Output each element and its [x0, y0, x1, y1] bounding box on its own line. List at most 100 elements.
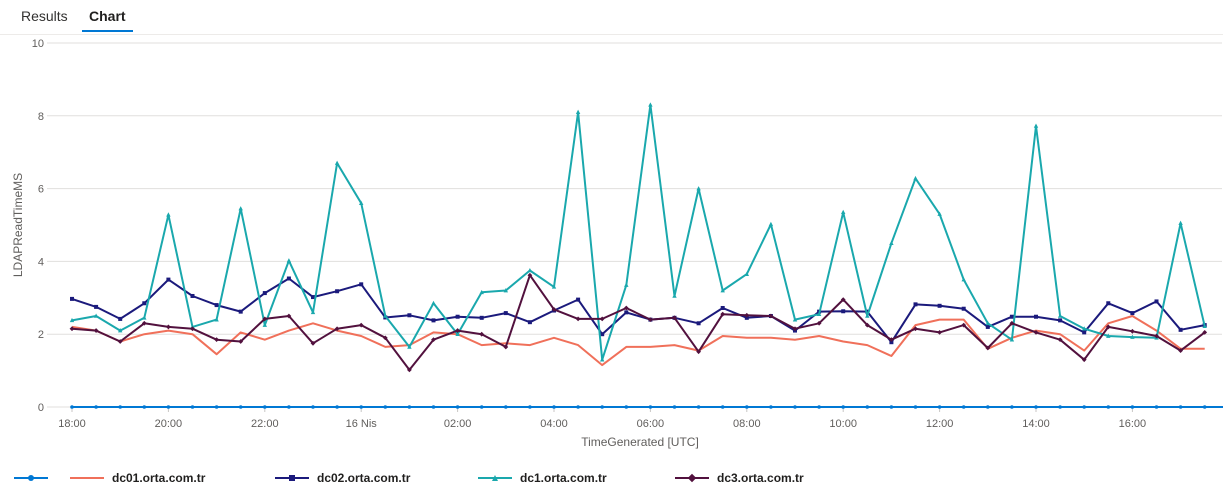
data-point[interactable]	[359, 405, 364, 409]
data-point[interactable]	[166, 212, 171, 217]
data-point[interactable]	[190, 326, 195, 332]
data-point[interactable]	[1106, 405, 1111, 409]
data-point[interactable]	[503, 288, 508, 293]
data-point[interactable]	[431, 318, 436, 323]
data-point[interactable]	[744, 271, 749, 276]
data-point[interactable]	[672, 405, 677, 409]
data-point[interactable]	[310, 309, 316, 315]
data-point[interactable]	[382, 335, 388, 341]
data-point[interactable]	[1082, 405, 1086, 409]
data-point[interactable]	[214, 317, 219, 322]
data-point[interactable]	[359, 282, 364, 287]
data-point[interactable]	[961, 277, 966, 282]
data-point[interactable]	[214, 303, 219, 308]
data-point[interactable]	[1009, 320, 1015, 326]
data-point[interactable]	[1057, 313, 1063, 318]
data-point[interactable]	[889, 340, 894, 345]
data-point[interactable]	[310, 340, 316, 346]
data-point[interactable]	[985, 345, 991, 351]
data-point[interactable]	[311, 405, 315, 409]
data-point[interactable]	[1106, 301, 1111, 306]
data-point[interactable]	[889, 337, 894, 343]
data-point[interactable]	[624, 310, 629, 315]
data-point[interactable]	[551, 307, 557, 312]
data-point[interactable]	[238, 206, 243, 211]
data-point[interactable]	[913, 175, 918, 181]
legend-item-4[interactable]: dc1.orta.com.tr	[478, 468, 607, 488]
data-point[interactable]	[527, 272, 533, 278]
data-point[interactable]	[937, 211, 942, 216]
data-point[interactable]	[1009, 314, 1014, 319]
data-point[interactable]	[1154, 405, 1159, 409]
data-point[interactable]	[1057, 337, 1063, 343]
data-point[interactable]	[286, 258, 292, 263]
data-point[interactable]	[286, 313, 292, 319]
data-point[interactable]	[599, 316, 605, 322]
data-point[interactable]	[238, 405, 243, 409]
data-point[interactable]	[793, 405, 797, 409]
data-point[interactable]	[624, 405, 629, 409]
data-point[interactable]	[600, 332, 605, 337]
data-point[interactable]	[961, 306, 966, 311]
data-point[interactable]	[889, 240, 894, 245]
data-point[interactable]	[141, 320, 147, 326]
data-point[interactable]	[455, 328, 460, 333]
data-point[interactable]	[720, 305, 725, 310]
data-point[interactable]	[1058, 405, 1062, 409]
data-point[interactable]	[937, 329, 942, 335]
data-point[interactable]	[889, 405, 894, 409]
series-line[interactable]	[71, 315, 1205, 367]
data-point[interactable]	[262, 316, 268, 322]
data-point[interactable]	[407, 344, 412, 349]
data-point[interactable]	[286, 276, 291, 281]
data-point[interactable]	[985, 320, 990, 326]
data-point[interactable]	[455, 405, 460, 409]
data-point[interactable]	[720, 405, 725, 409]
data-point[interactable]	[70, 405, 74, 409]
data-point[interactable]	[431, 405, 436, 409]
data-point[interactable]	[937, 303, 942, 308]
data-point[interactable]	[117, 339, 123, 344]
data-point[interactable]	[1178, 405, 1183, 409]
data-point[interactable]	[648, 317, 653, 323]
data-point[interactable]	[864, 322, 870, 328]
data-point[interactable]	[792, 317, 798, 322]
data-point[interactable]	[1202, 405, 1207, 409]
data-point[interactable]	[214, 405, 219, 409]
data-point[interactable]	[841, 209, 846, 215]
data-point[interactable]	[238, 309, 243, 314]
data-point[interactable]	[431, 300, 436, 306]
data-point[interactable]	[720, 311, 726, 317]
legend-item-1[interactable]	[14, 468, 56, 488]
data-point[interactable]	[238, 339, 244, 344]
data-point[interactable]	[769, 405, 773, 409]
data-point[interactable]	[841, 309, 846, 314]
data-point[interactable]	[503, 311, 508, 316]
data-point[interactable]	[986, 405, 990, 409]
data-point[interactable]	[262, 322, 267, 327]
data-point[interactable]	[744, 315, 749, 320]
data-point[interactable]	[1081, 357, 1087, 363]
series-5[interactable]	[69, 272, 1208, 373]
data-point[interactable]	[913, 326, 918, 332]
data-point[interactable]	[1034, 405, 1038, 409]
data-point[interactable]	[600, 405, 604, 409]
data-point[interactable]	[1130, 311, 1135, 316]
data-point[interactable]	[118, 328, 123, 333]
data-point[interactable]	[696, 349, 701, 355]
data-point[interactable]	[1154, 333, 1159, 339]
data-point[interactable]	[94, 304, 99, 309]
data-point[interactable]	[817, 405, 821, 409]
data-point[interactable]	[1034, 314, 1038, 319]
data-point[interactable]	[840, 297, 846, 303]
data-point[interactable]	[816, 320, 822, 326]
data-point[interactable]	[961, 322, 967, 328]
data-point[interactable]	[720, 288, 725, 293]
data-point[interactable]	[1033, 329, 1039, 335]
data-point[interactable]	[70, 296, 74, 301]
legend-item-2[interactable]: dc01.orta.com.tr	[70, 468, 205, 488]
tab-chart[interactable]: Chart	[89, 8, 126, 24]
data-point[interactable]	[745, 405, 749, 409]
data-point[interactable]	[455, 314, 460, 319]
data-point[interactable]	[865, 313, 870, 318]
